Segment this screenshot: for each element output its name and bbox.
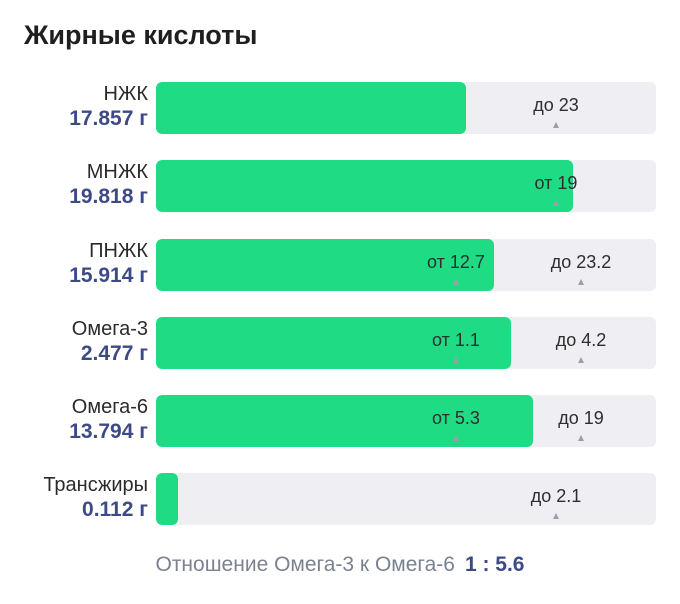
marker-tick-icon xyxy=(553,513,559,519)
marker-tick-icon xyxy=(553,200,559,206)
nutrient-label: Омега-6 13.794 г xyxy=(69,395,148,445)
progress-track: от 12.7 до 23.2 xyxy=(156,239,656,291)
marker-tick-icon xyxy=(453,435,459,441)
range-marker-label: до 19 xyxy=(558,408,604,428)
range-marker-label: от 12.7 xyxy=(427,252,485,272)
progress-track: от 19 xyxy=(156,160,656,212)
nutrient-row: НЖК 17.857 г до 23 xyxy=(0,82,680,134)
range-marker-label: от 1.1 xyxy=(432,330,480,350)
marker-tick-icon xyxy=(578,435,584,441)
nutrient-name: МНЖК xyxy=(86,161,148,183)
progress-fill xyxy=(156,239,494,291)
nutrient-label: МНЖК 19.818 г xyxy=(69,160,148,210)
omega-ratio-value: 1 : 5.6 xyxy=(464,553,525,576)
range-marker-label: до 4.2 xyxy=(555,330,607,350)
progress-track: до 2.1 xyxy=(156,473,656,525)
range-marker-label: до 23 xyxy=(533,95,579,115)
nutrient-label: Омега-3 2.477 г xyxy=(72,317,148,367)
nutrient-name: Омега-3 xyxy=(71,318,148,340)
nutrient-row: Омега-3 2.477 г от 1.1 до 4.2 xyxy=(0,317,680,369)
progress-track: от 1.1 до 4.2 xyxy=(156,317,656,369)
nutrient-amount: 15.914 г xyxy=(69,264,148,287)
range-marker-label: до 2.1 xyxy=(530,486,582,506)
nutrient-label: ПНЖК 15.914 г xyxy=(69,239,148,289)
omega-ratio-label: Отношение Омега-3 к Омега-6 xyxy=(155,553,455,576)
marker-tick-icon xyxy=(453,279,459,285)
nutrient-amount: 0.112 г xyxy=(82,498,148,521)
marker-tick-icon xyxy=(553,122,559,128)
progress-fill xyxy=(156,160,573,212)
nutrient-label: Трансжиры 0.112 г xyxy=(43,473,148,523)
marker-tick-icon xyxy=(578,357,584,363)
nutrient-amount: 17.857 г xyxy=(69,107,148,130)
nutrient-amount: 13.794 г xyxy=(69,420,148,443)
nutrient-name: НЖК xyxy=(103,83,148,105)
nutrient-row: ПНЖК 15.914 г от 12.7 до 23.2 xyxy=(0,239,680,291)
nutrient-name: Трансжиры xyxy=(43,474,148,496)
range-marker-label: от 19 xyxy=(534,173,578,193)
progress-fill xyxy=(156,395,533,447)
nutrient-name: Омега-6 xyxy=(71,396,148,418)
marker-tick-icon xyxy=(578,279,584,285)
nutrient-amount: 2.477 г xyxy=(80,342,148,365)
nutrient-row: МНЖК 19.818 г от 19 xyxy=(0,160,680,212)
progress-fill xyxy=(156,82,466,134)
nutrient-row: Трансжиры 0.112 г до 2.1 xyxy=(0,473,680,525)
range-marker-label: до 23.2 xyxy=(550,252,612,272)
progress-track: от 5.3 до 19 xyxy=(156,395,656,447)
progress-track: до 23 xyxy=(156,82,656,134)
section-title: Жирные кислоты xyxy=(24,20,258,50)
nutrient-name: ПНЖК xyxy=(89,240,148,262)
progress-fill xyxy=(156,317,511,369)
range-marker-label: от 5.3 xyxy=(432,408,480,428)
nutrient-label: НЖК 17.857 г xyxy=(69,82,148,132)
marker-tick-icon xyxy=(453,357,459,363)
progress-fill xyxy=(156,473,178,525)
omega-ratio: Отношение Омега-3 к Омега-6 1 : 5.6 xyxy=(0,553,680,577)
nutrient-row: Омега-6 13.794 г от 5.3 до 19 xyxy=(0,395,680,447)
nutrient-amount: 19.818 г xyxy=(69,185,148,208)
